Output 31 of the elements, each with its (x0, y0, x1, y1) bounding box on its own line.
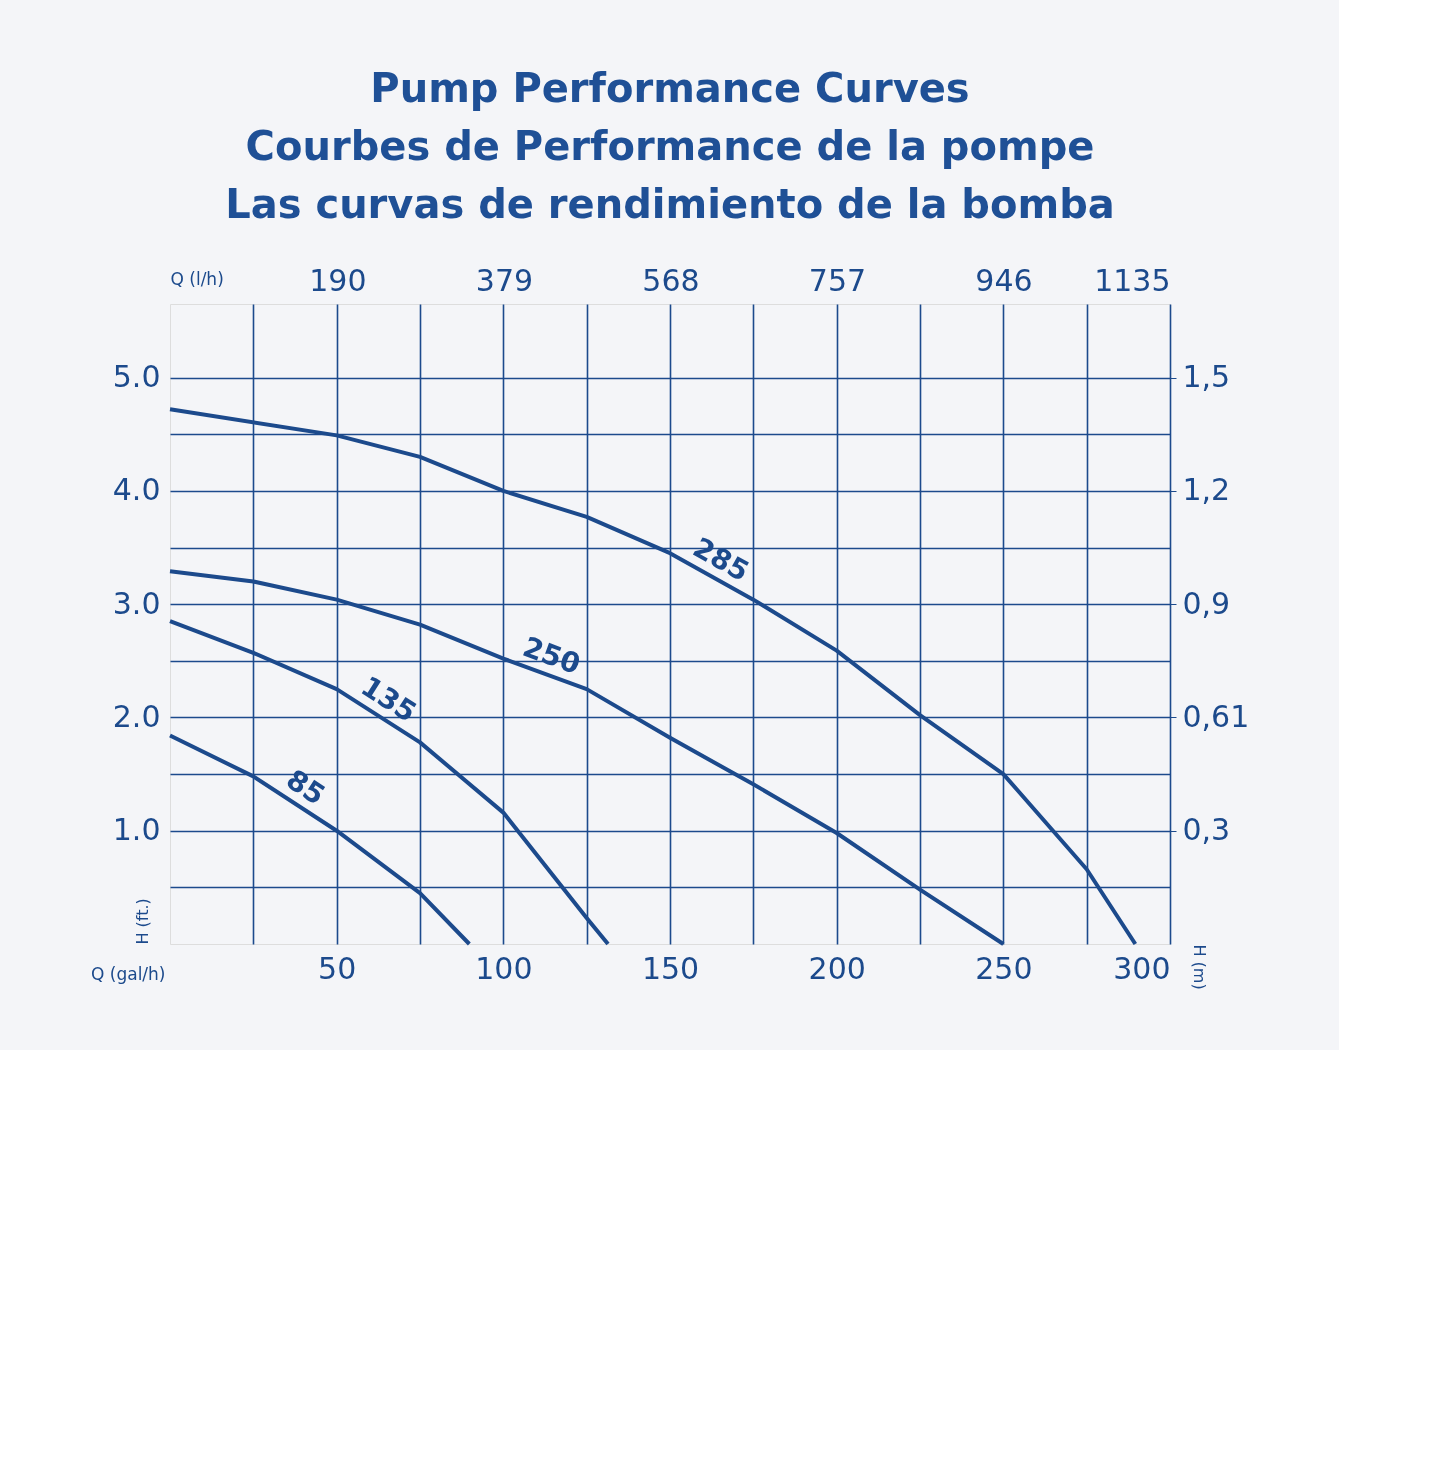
y-axis-title: H (ft.) (132, 898, 152, 945)
x2-tick-label: 190 (309, 262, 367, 298)
text: 250 (518, 629, 585, 682)
y2-tick-label: 1,2 (1182, 472, 1231, 508)
x2-tick-label: 379 (475, 262, 534, 298)
y2-tick-label: 0,3 (1182, 812, 1231, 848)
x2-tick-label: 568 (642, 262, 700, 298)
x2-tick-label: 1135 (1094, 262, 1171, 298)
x2-tick-label: 757 (808, 262, 867, 298)
x-axis-title: Q (gal/h) (91, 963, 166, 984)
text: 85 (280, 762, 331, 812)
x-tick-label: 200 (808, 950, 866, 986)
text: 135 (355, 669, 423, 729)
y2-tick-label: 0,61 (1182, 698, 1250, 734)
y-tick-label: 3.0 (112, 585, 161, 621)
y-tick-label: 2.0 (112, 698, 161, 734)
chart-title: Pump Performance Curves Courbes de Performance de la pompe Las curvas de rendimiento de la bomba (225, 65, 1115, 227)
y2-axis-title: H (m) (1189, 944, 1209, 990)
x2-axis-title: Q (l/h) (170, 268, 224, 289)
x2-tick-label: 946 (975, 262, 1033, 298)
y-tick-label: 4.0 (112, 472, 161, 508)
x-tick-label: 250 (975, 950, 1033, 986)
y-tick-label: 5.0 (112, 359, 161, 395)
y2-tick-label: 0,9 (1182, 585, 1231, 621)
y2-tick-label: 1,5 (1182, 359, 1231, 395)
x-tick-label: 150 (641, 950, 700, 986)
text: 285 (687, 530, 755, 589)
x-tick-label: 50 (318, 950, 357, 986)
x-tick-label: 300 (1113, 950, 1171, 986)
x-tick-label: 100 (475, 950, 533, 986)
y-tick-label: 1.0 (112, 812, 161, 848)
